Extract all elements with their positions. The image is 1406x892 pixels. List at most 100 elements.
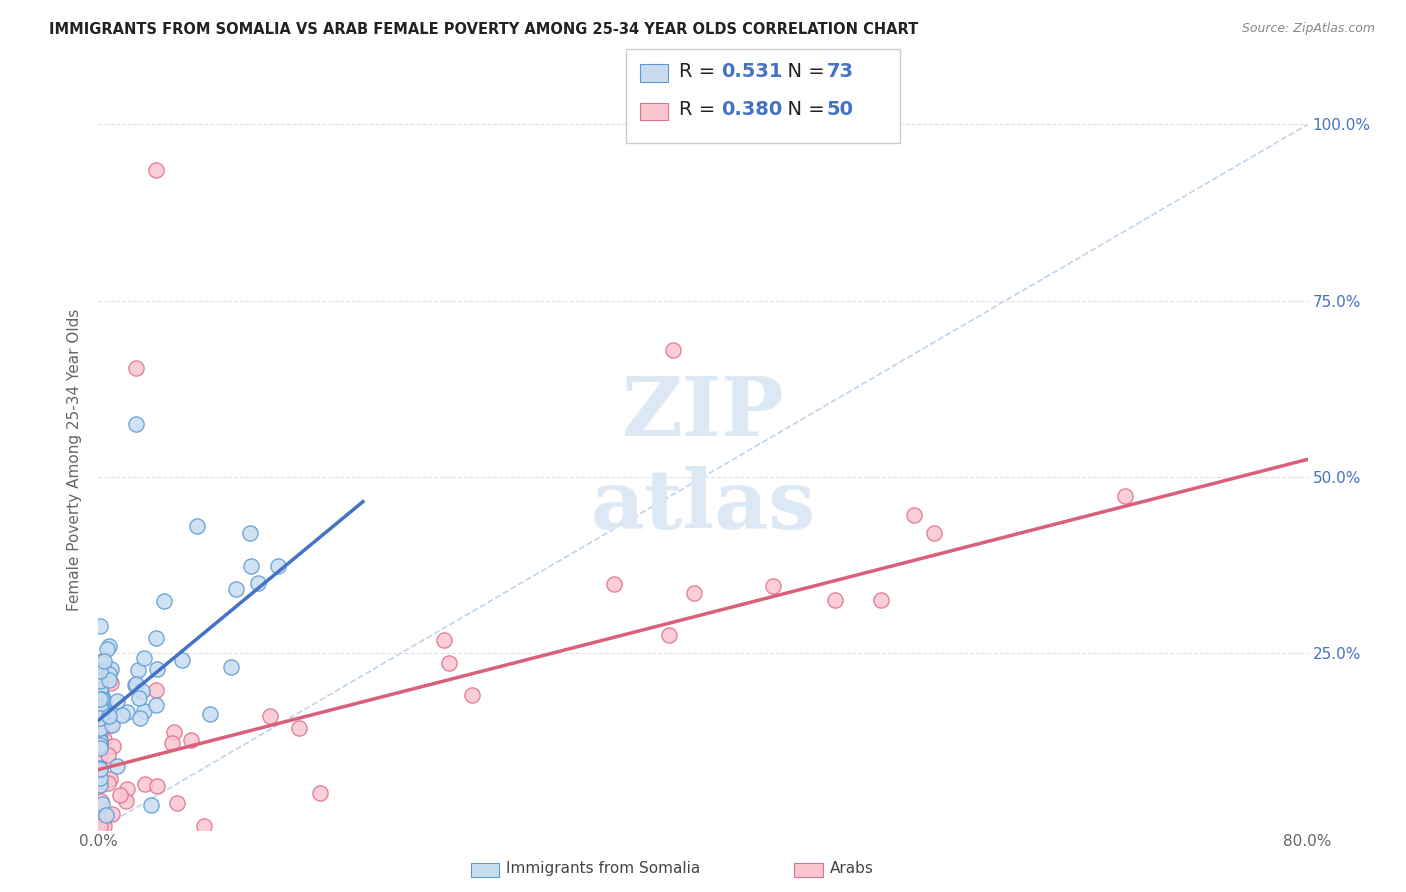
- Point: [91, 702, 114, 716]
- Point: [89, 761, 111, 775]
- Point: [89, 674, 111, 689]
- Point: [105, 694, 128, 708]
- Point: [100, 718, 122, 732]
- Point: [461, 688, 484, 702]
- Point: [152, 594, 174, 608]
- Point: [89, 655, 111, 669]
- Text: Arabs: Arabs: [830, 862, 873, 876]
- Point: [134, 777, 156, 791]
- Point: [96, 710, 118, 724]
- Point: [141, 797, 163, 812]
- Point: [134, 650, 156, 665]
- Point: [124, 677, 146, 691]
- Text: 0.531: 0.531: [721, 62, 783, 81]
- Point: [125, 360, 148, 375]
- Text: R =: R =: [679, 62, 721, 81]
- Point: [128, 711, 150, 725]
- Point: [89, 771, 111, 785]
- Point: [145, 698, 167, 712]
- Point: [89, 721, 111, 735]
- Point: [89, 734, 111, 748]
- Point: [91, 797, 114, 812]
- Point: [761, 579, 783, 593]
- Point: [98, 673, 121, 687]
- Point: [91, 713, 114, 727]
- Text: ZIP
atlas: ZIP atlas: [591, 373, 815, 546]
- Point: [89, 725, 111, 739]
- Point: [437, 656, 460, 670]
- Point: [90, 718, 112, 732]
- Point: [115, 705, 138, 719]
- Point: [98, 666, 121, 681]
- Point: [89, 711, 111, 725]
- Text: N =: N =: [775, 100, 831, 120]
- Point: [93, 654, 115, 668]
- Point: [433, 633, 456, 648]
- Point: [89, 819, 111, 833]
- Point: [101, 807, 124, 822]
- Point: [162, 725, 184, 739]
- Point: [114, 794, 136, 808]
- Point: [239, 526, 262, 541]
- Point: [166, 796, 188, 810]
- Point: [145, 683, 167, 698]
- Point: [100, 675, 122, 690]
- Point: [89, 673, 111, 687]
- Point: [89, 697, 111, 711]
- Point: [89, 740, 111, 755]
- Point: [98, 718, 121, 732]
- Point: [101, 739, 124, 754]
- Point: [93, 695, 115, 709]
- Point: [96, 748, 118, 763]
- Point: [246, 576, 269, 591]
- Point: [89, 778, 111, 792]
- Point: [93, 812, 115, 826]
- Point: [90, 689, 112, 703]
- Point: [89, 721, 111, 735]
- Point: [93, 731, 115, 746]
- Point: [90, 793, 112, 807]
- Point: [89, 682, 111, 697]
- Point: [108, 788, 131, 802]
- Point: [922, 526, 945, 541]
- Point: [682, 585, 704, 599]
- Point: [89, 762, 111, 776]
- Text: 50: 50: [827, 100, 853, 120]
- Point: [93, 819, 115, 833]
- Point: [145, 632, 167, 646]
- Point: [89, 619, 111, 633]
- Point: [89, 723, 111, 738]
- Point: [115, 782, 138, 797]
- Point: [89, 713, 111, 727]
- Point: [89, 683, 111, 698]
- Point: [89, 739, 111, 753]
- Point: [89, 779, 111, 793]
- Point: [111, 708, 134, 723]
- Text: IMMIGRANTS FROM SOMALIA VS ARAB FEMALE POVERTY AMONG 25-34 YEAR OLDS CORRELATION: IMMIGRANTS FROM SOMALIA VS ARAB FEMALE P…: [49, 22, 918, 37]
- Point: [89, 711, 111, 725]
- Point: [96, 642, 118, 657]
- Point: [89, 700, 111, 714]
- Point: [288, 721, 311, 735]
- Point: [89, 664, 111, 678]
- Point: [89, 725, 111, 739]
- Text: Immigrants from Somalia: Immigrants from Somalia: [506, 862, 700, 876]
- Point: [91, 663, 114, 677]
- Point: [127, 664, 149, 678]
- Point: [128, 690, 150, 705]
- Text: R =: R =: [679, 100, 721, 120]
- Point: [661, 343, 683, 357]
- Point: [193, 819, 215, 833]
- Point: [146, 662, 169, 676]
- Point: [97, 775, 120, 789]
- Point: [869, 593, 891, 607]
- Point: [132, 704, 155, 718]
- Point: [94, 808, 117, 822]
- Point: [225, 582, 247, 597]
- Point: [146, 780, 169, 794]
- Point: [100, 662, 122, 676]
- Point: [180, 732, 202, 747]
- Point: [1114, 489, 1136, 503]
- Point: [200, 706, 222, 721]
- Point: [90, 667, 112, 681]
